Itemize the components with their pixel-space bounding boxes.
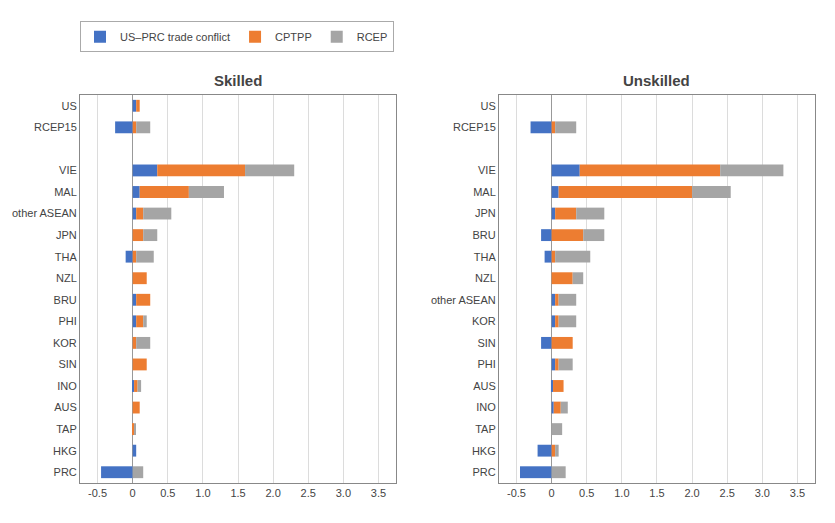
svg-text:BRU: BRU (54, 294, 77, 306)
svg-text:2.0: 2.0 (684, 487, 699, 499)
svg-text:NZL: NZL (56, 272, 77, 284)
svg-text:RCEP15: RCEP15 (453, 121, 496, 133)
svg-text:MAL: MAL (54, 186, 77, 198)
svg-text:BRU: BRU (473, 229, 496, 241)
svg-text:Unskilled: Unskilled (623, 72, 690, 89)
svg-text:1.5: 1.5 (649, 487, 664, 499)
svg-text:Skilled: Skilled (214, 72, 262, 89)
svg-text:2.5: 2.5 (720, 487, 735, 499)
svg-text:INO: INO (57, 380, 77, 392)
svg-text:HKG: HKG (53, 445, 77, 457)
svg-text:AUS: AUS (54, 401, 77, 413)
svg-text:0: 0 (549, 487, 555, 499)
svg-text:HKG: HKG (472, 445, 496, 457)
svg-text:0.5: 0.5 (579, 487, 594, 499)
svg-text:3.5: 3.5 (371, 487, 386, 499)
svg-text:2.5: 2.5 (301, 487, 316, 499)
svg-text:0: 0 (130, 487, 136, 499)
svg-text:PRC: PRC (54, 466, 77, 478)
svg-text:US: US (480, 100, 495, 112)
svg-text:1.0: 1.0 (195, 487, 210, 499)
svg-text:AUS: AUS (473, 380, 496, 392)
svg-text:KOR: KOR (472, 315, 496, 327)
svg-text:other ASEAN: other ASEAN (12, 207, 77, 219)
svg-text:PHI: PHI (58, 315, 76, 327)
svg-text:PRC: PRC (473, 466, 496, 478)
svg-text:MAL: MAL (473, 186, 496, 198)
svg-text:TAP: TAP (56, 423, 77, 435)
svg-text:INO: INO (476, 401, 496, 413)
svg-text:3.5: 3.5 (790, 487, 805, 499)
svg-text:2.0: 2.0 (265, 487, 280, 499)
svg-text:SIN: SIN (477, 337, 495, 349)
svg-text:US: US (62, 100, 77, 112)
svg-text:-0.5: -0.5 (88, 487, 107, 499)
svg-text:NZL: NZL (475, 272, 496, 284)
svg-text:3.0: 3.0 (755, 487, 770, 499)
svg-text:3.0: 3.0 (336, 487, 351, 499)
svg-text:VIE: VIE (59, 164, 77, 176)
svg-text:other ASEAN: other ASEAN (431, 294, 496, 306)
svg-text:RCEP15: RCEP15 (34, 121, 77, 133)
svg-text:1.0: 1.0 (614, 487, 629, 499)
svg-text:US–PRC trade conflict: US–PRC trade conflict (120, 31, 230, 43)
svg-text:TAP: TAP (475, 423, 496, 435)
svg-text:-0.5: -0.5 (507, 487, 526, 499)
svg-text:CPTPP: CPTPP (275, 31, 312, 43)
svg-text:0.5: 0.5 (160, 487, 175, 499)
svg-text:PHI: PHI (477, 358, 495, 370)
svg-text:THA: THA (55, 251, 78, 263)
svg-text:JPN: JPN (475, 207, 496, 219)
svg-text:1.5: 1.5 (230, 487, 245, 499)
svg-text:RCEP: RCEP (357, 31, 388, 43)
svg-text:JPN: JPN (56, 229, 77, 241)
svg-text:KOR: KOR (53, 337, 77, 349)
svg-text:VIE: VIE (478, 164, 496, 176)
svg-text:THA: THA (474, 251, 497, 263)
svg-text:SIN: SIN (58, 358, 76, 370)
